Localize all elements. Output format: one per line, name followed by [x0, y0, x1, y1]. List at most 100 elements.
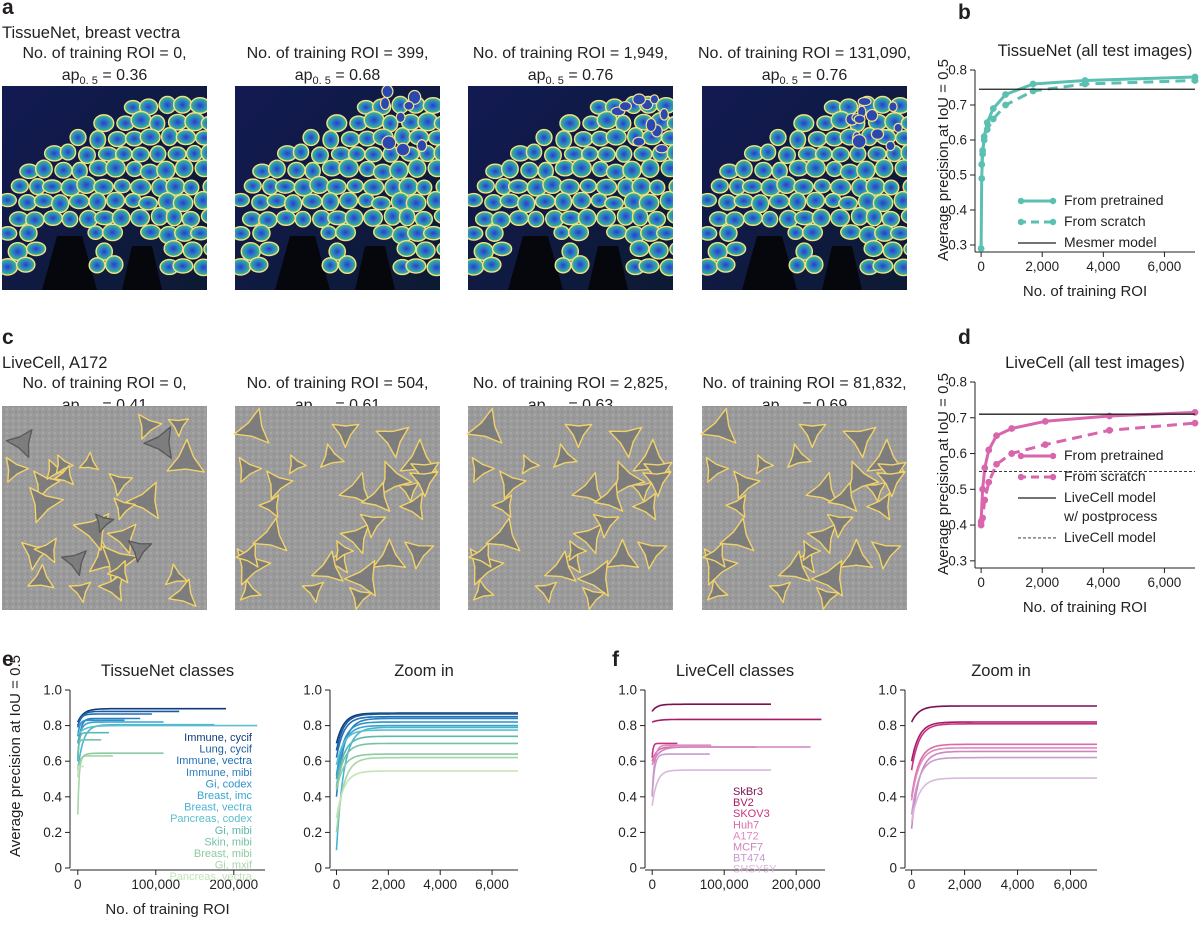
cell-outline	[544, 550, 577, 582]
cell-outline	[793, 178, 814, 196]
y-tick-label: 0.8	[618, 718, 637, 733]
cell-outline	[466, 407, 503, 444]
cell-outline	[777, 146, 796, 165]
series-point	[1191, 419, 1199, 427]
tissuenet-image	[702, 86, 907, 290]
cell-outline	[559, 178, 580, 196]
cell-outline	[379, 460, 413, 496]
cell-outline	[894, 159, 907, 178]
cell-outline	[160, 126, 179, 147]
y-tick-label: 0.6	[948, 133, 967, 148]
cell-outline	[888, 101, 898, 113]
series-point	[979, 147, 987, 154]
cell-outline	[618, 101, 632, 112]
cell-outline	[93, 114, 115, 133]
legend-marker	[1017, 473, 1025, 481]
cell-outline	[339, 191, 359, 210]
cell-outline	[734, 159, 753, 179]
cell-outline	[500, 159, 519, 179]
cell-outline	[33, 193, 54, 209]
y-axis-label: Average precision at IoU = 0.5	[935, 373, 952, 575]
cell-outline	[97, 573, 124, 602]
cell-outline	[43, 210, 63, 226]
legend-label: Pancreas, vectra	[169, 871, 252, 883]
cell-outline	[655, 143, 669, 154]
legend-marker	[1017, 197, 1025, 205]
cell-outline	[427, 159, 440, 178]
class-series-line	[335, 726, 518, 851]
legend-label: From scratch	[1064, 468, 1146, 484]
cell-outline	[405, 193, 427, 213]
cell-outline	[363, 208, 384, 227]
series-line	[979, 421, 1196, 526]
cell-outline	[381, 135, 397, 151]
cell-outline	[649, 94, 660, 105]
cell-outline	[310, 146, 329, 165]
cell-outline	[202, 179, 207, 195]
cell-outline	[630, 481, 653, 502]
cell-outline	[702, 192, 717, 208]
cell-outline	[561, 242, 580, 261]
cell-outline	[706, 579, 729, 601]
cell-outline	[471, 456, 495, 483]
cell-outline	[301, 193, 323, 210]
livecell-image	[466, 406, 673, 610]
cell-outline	[362, 178, 385, 196]
cell-outline	[568, 540, 588, 561]
class-series-line	[77, 765, 85, 778]
ap-prefix: ap	[62, 67, 80, 84]
cell-outline	[605, 128, 627, 146]
cell-outline	[77, 146, 96, 165]
cell-outline	[871, 541, 902, 570]
cell-outline	[554, 257, 572, 274]
cell-outline	[276, 210, 296, 226]
cell-outline	[702, 226, 718, 241]
cell-outline	[882, 241, 903, 260]
cell-outline	[2, 258, 19, 276]
cell-outline	[725, 494, 747, 518]
cell-outline	[76, 175, 97, 194]
cell-outline	[326, 178, 347, 196]
cell-outline	[363, 110, 385, 130]
class-series-line	[77, 719, 125, 738]
cell-outline	[606, 224, 628, 240]
cell-outline	[865, 207, 883, 227]
legend-label: Breast, mibi	[194, 848, 252, 860]
cell-outline	[107, 130, 128, 148]
x-tick-label: 6,000	[1148, 259, 1182, 274]
cell-outline	[172, 258, 194, 274]
cell-outline	[340, 130, 361, 148]
y-tick-label: 0	[889, 861, 897, 876]
cell-outline	[787, 443, 812, 468]
chart-d: 0.3 0.4 0.5 0.6 0.7 0.8 0 2,000 4,000 6,000 LiveCe…	[935, 354, 1199, 616]
cell-outline	[564, 423, 593, 448]
cell-outline	[422, 97, 440, 115]
class-series-line	[77, 755, 113, 816]
cell-outline	[705, 456, 729, 483]
cell-outline	[27, 563, 55, 589]
cell-outline	[582, 587, 606, 610]
panel-label-a: a	[2, 0, 14, 19]
cell-outline	[379, 96, 391, 111]
cell-outline	[794, 210, 816, 226]
cell-outline	[106, 523, 137, 555]
panel-label-c: c	[2, 326, 14, 349]
cell-outline	[872, 193, 894, 213]
ap-value: = 0.68	[331, 67, 380, 84]
cell-outline	[778, 550, 811, 582]
cell-outline	[398, 207, 416, 227]
legend-label: Huh7	[733, 819, 759, 831]
class-series-line	[910, 743, 1097, 798]
cell-outline	[125, 160, 144, 178]
cell-outline	[733, 470, 761, 500]
x-tick-label: 0	[977, 575, 985, 590]
cell-outline	[660, 159, 673, 178]
cell-outline	[389, 160, 409, 180]
legend-label: Mesmer model	[1064, 234, 1157, 250]
cell-outline	[200, 143, 207, 162]
cell-outline	[596, 208, 617, 227]
cell-outline	[50, 194, 70, 214]
cell-outline	[172, 193, 194, 213]
cell-outline	[660, 130, 673, 146]
series-point	[989, 115, 997, 123]
